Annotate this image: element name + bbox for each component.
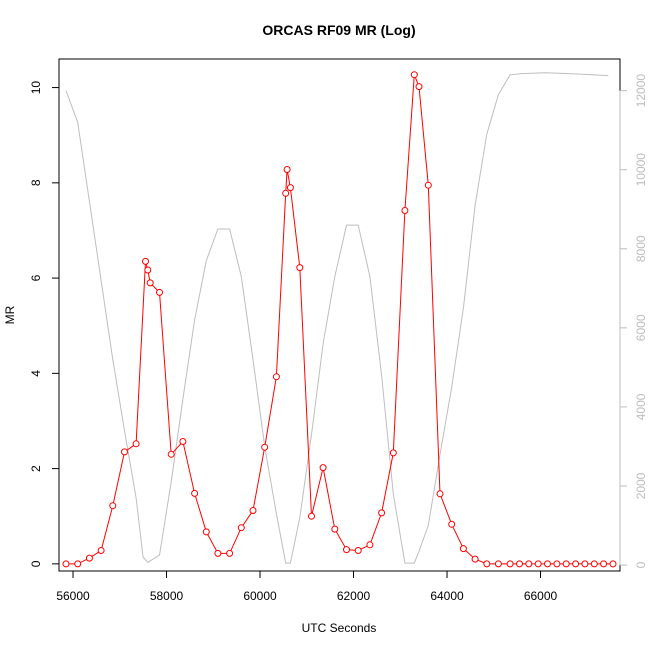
mr-data-point xyxy=(214,549,222,557)
y-right-tick-label: 4000 xyxy=(634,393,648,420)
y-right-tick-label: 6000 xyxy=(634,314,648,341)
mr-data-point xyxy=(562,560,570,568)
y-tick-label: 2 xyxy=(29,465,43,472)
mr-data-point xyxy=(167,450,175,458)
mr-data-point xyxy=(506,560,514,568)
mr-data-point xyxy=(142,257,149,265)
mr-data-point xyxy=(544,560,551,568)
mr-data-point xyxy=(319,464,327,472)
mr-data-point xyxy=(308,512,315,520)
mr-data-point xyxy=(525,560,533,568)
mr-data-point xyxy=(415,83,423,91)
mr-data-point xyxy=(144,266,152,274)
y-tick-label: 8 xyxy=(29,179,43,186)
mr-data-point xyxy=(553,560,561,568)
mr-data-point xyxy=(97,547,105,554)
mr-data-point xyxy=(179,438,187,445)
mr-data-point xyxy=(366,541,374,549)
mr-data-point xyxy=(121,448,128,456)
mr-series-line xyxy=(66,74,613,565)
mr-data-point xyxy=(156,288,163,296)
x-tick-label: 66000 xyxy=(524,589,558,603)
mr-data-point xyxy=(132,440,140,448)
mr-data-point xyxy=(226,549,234,557)
mr-data-point xyxy=(459,545,467,553)
mr-data-point xyxy=(109,502,117,510)
mr-data-point xyxy=(331,525,339,533)
mr-data-point xyxy=(590,560,598,568)
x-tick-label: 58000 xyxy=(150,589,184,603)
mr-data-point xyxy=(600,560,608,568)
y-axis-label: MR xyxy=(3,305,17,324)
mr-data-point xyxy=(389,449,397,457)
x-axis-label: UTC Seconds xyxy=(302,621,377,635)
y-tick-label: 0 xyxy=(29,560,43,567)
y-right-tick-label: 8000 xyxy=(634,235,648,262)
mr-data-point xyxy=(410,71,418,79)
mr-data-point xyxy=(146,279,154,287)
y-right-tick-label: 0 xyxy=(634,561,648,568)
mr-data-point xyxy=(202,528,210,536)
y-tick-label: 10 xyxy=(29,81,43,95)
mr-data-point xyxy=(424,181,432,189)
y-axis-left: 0 2 4 6 8 10 xyxy=(29,81,60,567)
mr-data-point xyxy=(283,166,291,173)
mr-data-point xyxy=(85,554,93,562)
mr-data-point xyxy=(609,560,617,568)
mr-data-point xyxy=(401,207,409,214)
mr-data-point xyxy=(354,547,362,554)
mr-data-point xyxy=(516,560,523,568)
mr-data-point xyxy=(494,560,502,568)
mr-data-point xyxy=(237,524,245,532)
y-right-tick-label: 10000 xyxy=(634,153,648,187)
mr-data-point xyxy=(286,184,294,192)
mr-data-point xyxy=(343,546,350,554)
mr-data-point xyxy=(534,560,542,568)
mr-data-point xyxy=(249,507,257,514)
mr-series-layer xyxy=(62,71,617,568)
y-right-tick-label: 2000 xyxy=(634,472,648,499)
mr-data-point xyxy=(572,560,580,568)
mr-data-point xyxy=(282,189,290,197)
mr-data-point xyxy=(74,560,82,568)
altitude-series-layer xyxy=(65,72,609,564)
mr-data-point xyxy=(581,560,589,568)
y-axis-right: 0 2000 4000 6000 8000 10000 12000 xyxy=(619,74,648,568)
mr-data-point xyxy=(448,520,456,528)
mr-data-point xyxy=(378,509,386,517)
chart-title: ORCAS RF09 MR (Log) xyxy=(262,22,415,38)
y-tick-label: 6 xyxy=(29,274,43,281)
mr-data-point xyxy=(261,443,269,451)
mr-data-point xyxy=(296,264,304,272)
mr-data-point xyxy=(436,490,444,498)
mr-data-point xyxy=(191,489,199,497)
x-tick-label: 62000 xyxy=(337,589,371,603)
y-tick-label: 4 xyxy=(29,370,43,377)
mr-data-point xyxy=(471,555,479,563)
mr-data-point xyxy=(272,373,280,381)
x-tick-label: 64000 xyxy=(430,589,464,603)
x-axis: 56000 58000 60000 62000 64000 66000 xyxy=(56,570,558,603)
x-tick-label: 56000 xyxy=(56,589,90,603)
mr-data-point xyxy=(62,560,70,568)
x-tick-label: 60000 xyxy=(243,589,277,603)
altitude-series-line xyxy=(65,72,609,564)
mr-data-point xyxy=(483,560,491,568)
y-right-tick-label: 12000 xyxy=(634,74,648,108)
